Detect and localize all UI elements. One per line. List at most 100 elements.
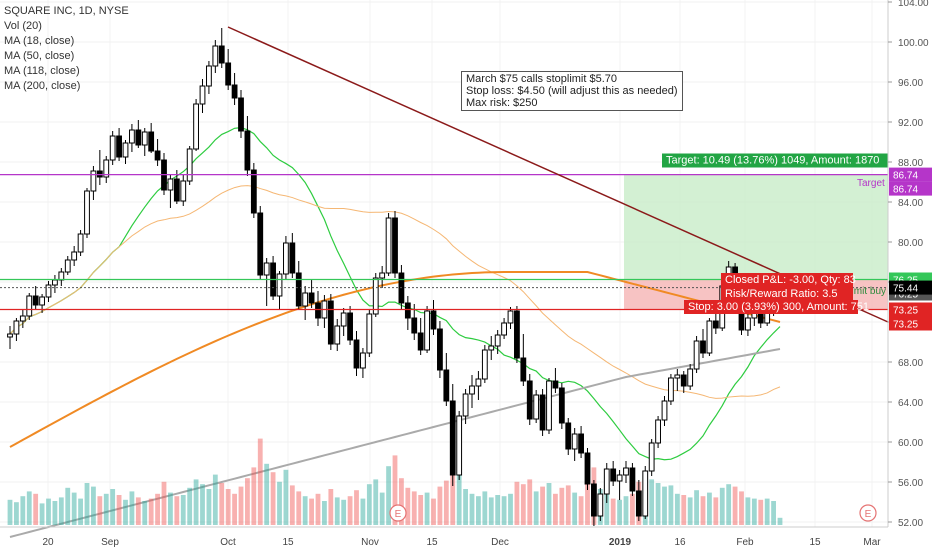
price-tick-label: 100.00 <box>898 38 929 49</box>
volume-bar <box>328 489 334 525</box>
volume-bar <box>630 493 635 525</box>
volume-bar <box>745 497 751 525</box>
candle-body <box>680 374 687 387</box>
volume-bar <box>540 486 545 525</box>
volume-bar <box>296 491 302 525</box>
volume-bar <box>360 498 366 525</box>
volume-bar <box>379 492 385 525</box>
candle-body <box>449 400 456 476</box>
pnl-badge-text: Closed P&L: -3.00, Qty: 83 <box>725 274 856 286</box>
volume-bar <box>771 501 776 525</box>
candle-body <box>501 322 507 336</box>
volume-bar <box>604 484 610 525</box>
candle-body <box>700 340 706 354</box>
candle-body <box>443 369 450 402</box>
volume-bar <box>700 496 706 525</box>
volume-bar <box>264 463 270 525</box>
legend-item-ma200[interactable]: MA (200, close) <box>4 80 81 92</box>
note-line-3: Max risk: $250 <box>466 97 538 109</box>
volume-bar <box>123 499 128 525</box>
target-badge-bg <box>662 153 888 168</box>
candle-body <box>39 296 45 306</box>
time-tick-label: 15 <box>426 537 438 548</box>
volume-bar <box>501 496 507 525</box>
volume-bar <box>257 438 263 525</box>
volume-bar <box>399 478 404 525</box>
volume-bar <box>649 479 655 525</box>
time-tick-label: 16 <box>674 537 686 548</box>
candle-body <box>712 320 719 329</box>
candle-body <box>417 332 424 351</box>
volume-bar <box>251 467 257 525</box>
candle-body <box>520 357 527 382</box>
candle-body <box>32 295 39 306</box>
volume-bar <box>617 499 622 525</box>
price-label-text: 73.25 <box>893 320 918 331</box>
candle-body <box>526 380 533 420</box>
rr-badge-bg <box>721 287 853 301</box>
volume-bar <box>283 469 289 525</box>
candle-body <box>71 251 78 261</box>
time-tick-label: 2019 <box>609 537 632 548</box>
price-label-bg <box>889 280 932 295</box>
price-tick-label: 88.00 <box>898 158 923 169</box>
volume-bar <box>277 481 282 525</box>
candle-body <box>366 313 373 354</box>
volume-bar <box>764 498 770 525</box>
candle-body <box>84 190 90 235</box>
candle-body <box>629 467 636 492</box>
volume-bar <box>302 496 308 525</box>
volume-bar <box>110 489 116 525</box>
candle-body <box>295 272 302 307</box>
candle-body <box>745 317 751 331</box>
volume-bar <box>726 484 732 525</box>
volume-bar <box>495 495 501 525</box>
candle-body <box>90 170 97 192</box>
time-tick-label: Nov <box>361 537 379 548</box>
candle-body <box>206 65 212 87</box>
volume-bar <box>431 498 436 525</box>
volume-bar <box>572 492 578 525</box>
volume-bar <box>482 491 488 525</box>
price-tick-label: 64.00 <box>898 398 923 409</box>
volume-bar <box>520 484 526 525</box>
volume-bar <box>26 491 32 525</box>
candle-body <box>141 131 148 146</box>
trendline <box>227 26 889 323</box>
target-badge-text: Target: 10.49 (13.76%) 1049, Amount: 187… <box>666 155 879 167</box>
price-tick-label: 104.00 <box>898 0 929 9</box>
volume-bar <box>97 496 103 525</box>
volume-bar <box>739 491 744 525</box>
legend-item-ma50[interactable]: MA (50, close) <box>4 50 75 62</box>
earnings-marker-label: E <box>395 509 402 520</box>
volume-bar <box>135 497 141 525</box>
volume-bar <box>65 487 71 525</box>
candle-body <box>238 97 244 132</box>
volume-bar <box>546 483 552 525</box>
candle-body <box>603 468 610 495</box>
trade-note[interactable]: March $75 calls stoplimit $5.70 Stop los… <box>461 71 683 111</box>
legend-item-ma18[interactable]: MA (18, close) <box>4 35 75 47</box>
legend-item-ma118[interactable]: MA (118, close) <box>4 65 80 77</box>
time-tick-label: Feb <box>736 537 754 548</box>
candle-body <box>514 310 520 359</box>
candle-body <box>475 378 482 387</box>
time-tick-label: Sep <box>101 537 119 548</box>
price-label-text: 73.25 <box>893 306 918 317</box>
volume-bar <box>341 499 347 525</box>
candle-body <box>122 142 129 158</box>
legend-item-volume[interactable]: Vol (20) <box>4 20 42 32</box>
limit-text: Limit buy <box>846 286 886 297</box>
candle-body <box>289 242 296 274</box>
price-label-text: 75.44 <box>893 284 918 295</box>
volume-bar <box>155 493 160 525</box>
candle-body <box>668 377 674 402</box>
time-tick-label: Oct <box>220 537 236 548</box>
volume-bar <box>315 493 321 525</box>
earnings-marker-label: E <box>865 509 872 520</box>
price-label: 73.25 <box>889 316 932 331</box>
volume-bar <box>578 496 584 525</box>
volume-bar <box>373 479 379 525</box>
volume-bar <box>334 497 340 525</box>
